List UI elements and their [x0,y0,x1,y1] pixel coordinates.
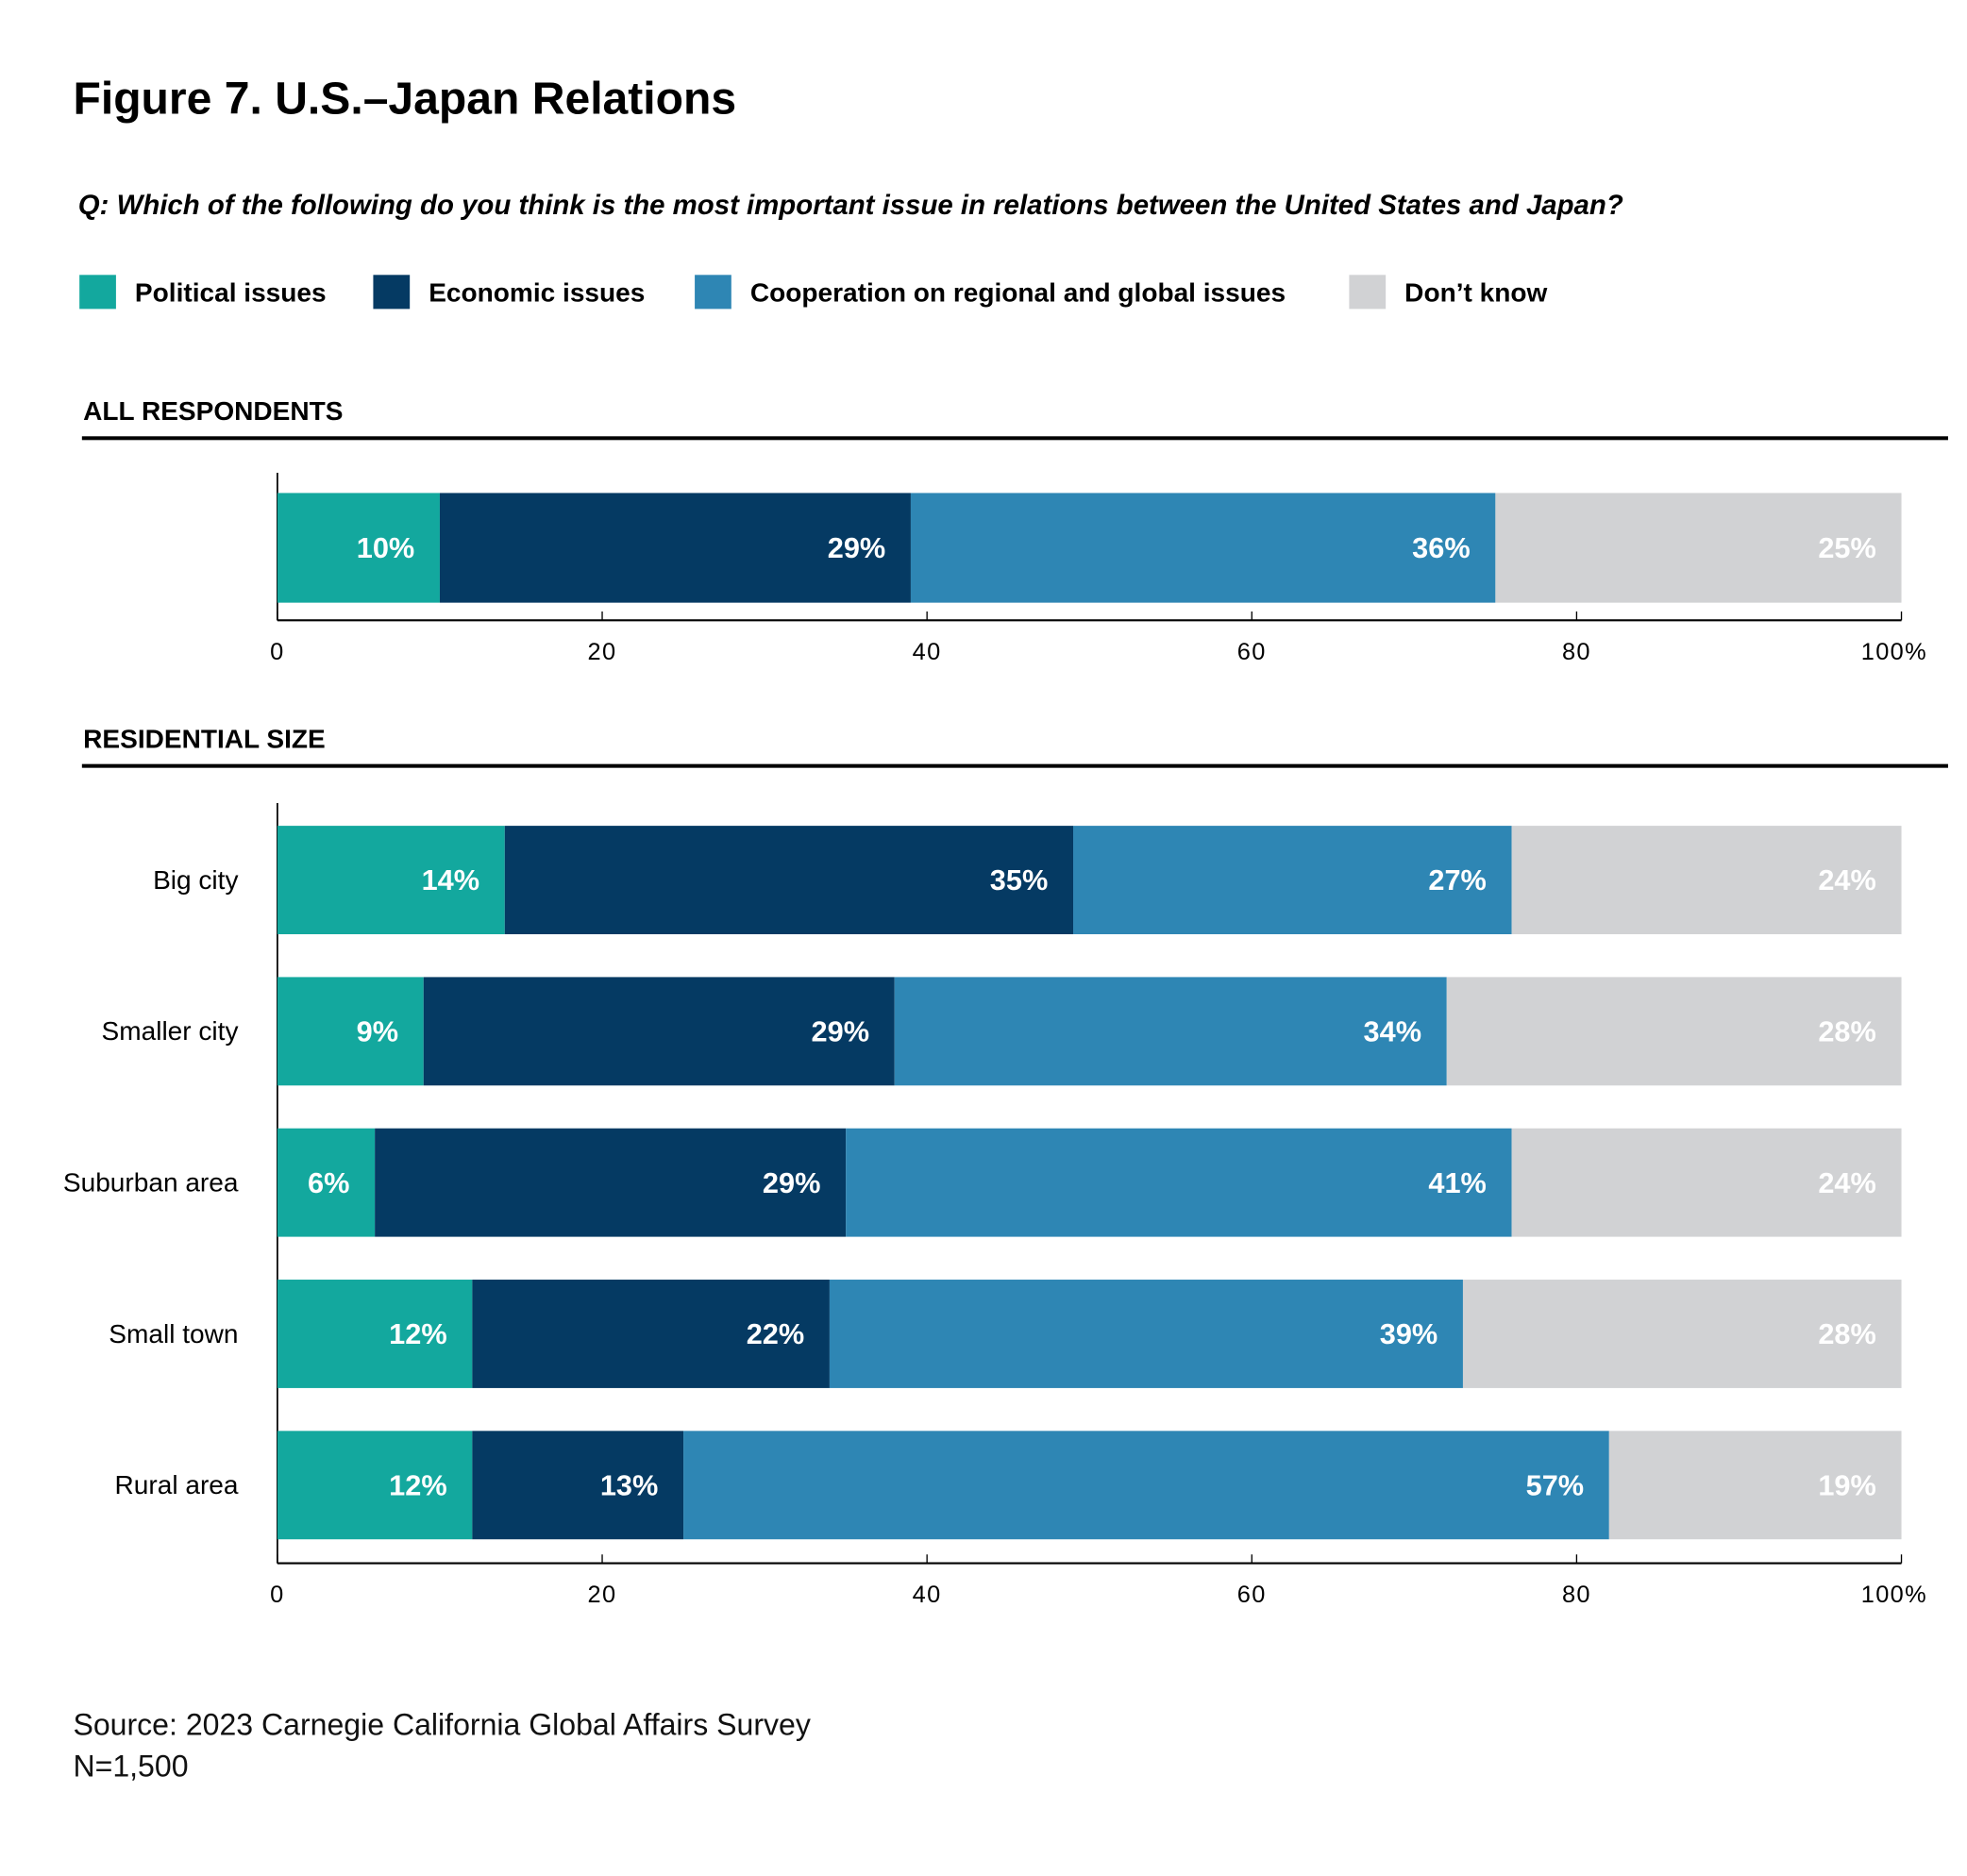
legend-label: Don’t know [1404,277,1547,307]
section-title-residential: RESIDENTIAL SIZE [83,724,326,753]
data-label: 14% [422,863,479,896]
data-label: 36% [1412,531,1470,564]
data-label: 35% [990,863,1048,896]
data-label: 10% [357,531,414,564]
data-label: 24% [1818,1166,1875,1199]
legend-label: Cooperation on regional and global issue… [750,277,1286,307]
bar-segment [504,826,1074,934]
section-rule-residential [81,763,1948,768]
bar-segment [846,1128,1512,1237]
x-tick-label: 0 [270,639,284,665]
legend: Political issues Economic issues Cooperati… [79,275,1547,310]
panel-residential-size: Big city 14% 35% 27% 24% Smaller city 9% 29% 34%… [63,803,1927,1608]
legend-swatch [1349,275,1387,310]
x-tick-label: 100% [1861,1582,1927,1608]
x-tick-label: 40 [913,1582,942,1608]
bar-segment [1495,493,1902,603]
data-label: 39% [1380,1317,1437,1350]
x-tick-label: 80 [1562,1582,1591,1608]
category-label: Small town [109,1319,238,1348]
data-label: 28% [1818,1317,1875,1350]
x-tick-label: 20 [588,1582,617,1608]
data-label: 12% [389,1468,446,1501]
data-label: 6% [308,1166,349,1199]
section-rule-all [81,436,1948,441]
bar-segment [375,1128,847,1237]
bar-segment [829,1280,1463,1388]
bar-segment [277,1280,473,1388]
bar-segment [277,826,505,934]
bar-segment [1608,1431,1902,1540]
bar-segment [1511,826,1902,934]
data-label: 24% [1818,863,1875,896]
bar-segment [1511,1128,1902,1237]
bar-segment [277,977,424,1086]
data-label: 9% [357,1015,398,1048]
bar-segment [277,493,440,603]
source-note: Source: 2023 Carnegie California Global … [73,1707,810,1741]
data-label: 12% [389,1317,446,1350]
bar-segment [683,1431,1609,1540]
category-label: Rural area [115,1470,239,1499]
panel-all-respondents: 10% 29% 36% 25% 0 20 40 60 80 100% [270,473,1927,665]
data-label: 27% [1428,863,1486,896]
data-label: 13% [600,1468,658,1501]
legend-swatch [79,275,116,310]
data-label: 57% [1526,1468,1584,1501]
legend-label: Economic issues [429,277,645,307]
data-label: 34% [1364,1015,1421,1048]
data-label: 25% [1818,531,1875,564]
bar-segment [1462,1280,1902,1388]
category-label: Suburban area [63,1168,239,1198]
data-label: 41% [1428,1166,1486,1199]
data-label: 19% [1818,1468,1875,1501]
category-label: Smaller city [102,1016,239,1046]
section-title-all: ALL RESPONDENTS [83,396,343,426]
bar-segment [894,977,1447,1086]
x-tick-label: 60 [1237,1582,1267,1608]
bar-segment [277,1128,376,1237]
x-tick-label: 20 [588,639,617,665]
x-tick-label: 40 [913,639,942,665]
data-label: 29% [763,1166,820,1199]
bar-segment [472,1431,684,1540]
data-label: 22% [747,1317,804,1350]
sample-size-note: N=1,500 [73,1749,188,1783]
question-text: Q: Which of the following do you think i… [78,190,1623,221]
x-tick-label: 60 [1237,639,1267,665]
category-label: Big city [153,865,238,895]
bar-segment [439,493,911,603]
bar-segment [472,1280,830,1388]
legend-swatch [695,275,731,310]
bar-segment [910,493,1496,603]
chart-title: Figure 7. U.S.–Japan Relations [73,73,736,124]
x-tick-label: 100% [1861,639,1927,665]
data-label: 29% [812,1015,869,1048]
data-label: 29% [828,531,885,564]
x-tick-label: 80 [1562,639,1591,665]
bar-segment [1446,977,1902,1086]
legend-label: Political issues [135,277,327,307]
legend-swatch [373,275,411,310]
bar-segment [1073,826,1512,934]
x-tick-label: 0 [270,1582,284,1608]
bar-segment [423,977,895,1086]
data-label: 28% [1818,1015,1875,1048]
bar-segment [277,1431,473,1540]
